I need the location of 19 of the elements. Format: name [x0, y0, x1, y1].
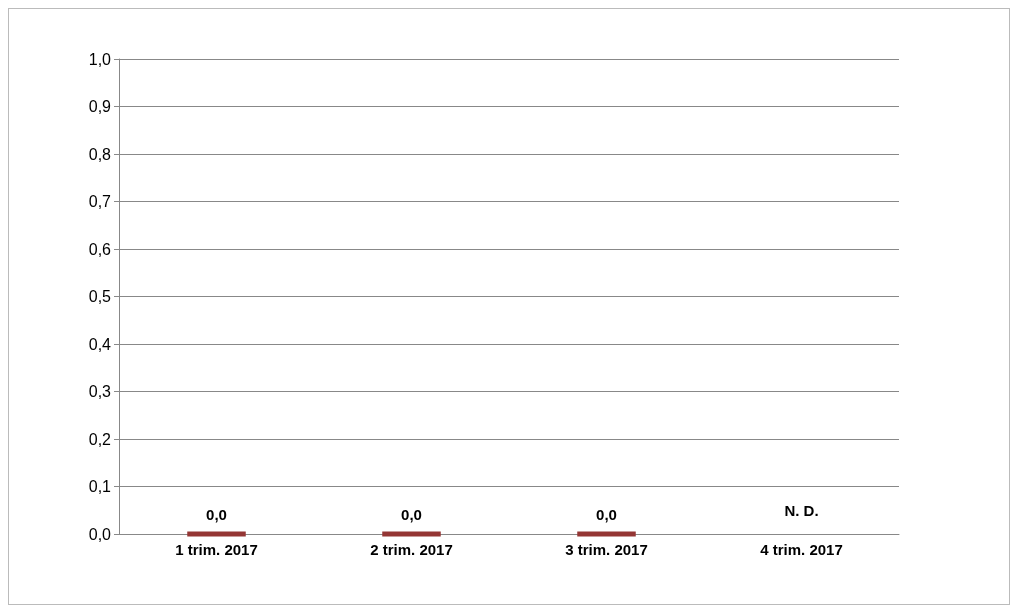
x-tick-label: 4 trim. 2017 — [760, 541, 843, 558]
data-label: 0,0 — [206, 505, 227, 523]
y-tick-label: 0,6 — [88, 240, 112, 258]
y-tick-label: 0,0 — [88, 525, 112, 543]
data-label: 0,0 — [596, 505, 617, 523]
y-tick-label: 0,7 — [88, 193, 112, 210]
y-tick-label: 0,1 — [88, 478, 112, 495]
text: N. D. — [784, 502, 819, 519]
data-label: 0,0 — [401, 505, 422, 523]
y-tick-label: 0,5 — [88, 288, 112, 305]
y-tick-label: 1,0 — [88, 50, 112, 68]
y-tick-label: 0,3 — [88, 383, 112, 400]
y-tick-label: 0,4 — [88, 335, 112, 353]
y-tick-label: 0,8 — [88, 145, 112, 163]
x-tick-label: 1 trim. 2017 — [175, 541, 258, 558]
y-tick-label: 0,9 — [88, 98, 112, 115]
x-tick-label: 3 trim. 2017 — [565, 541, 648, 558]
x-tick-label: 2 trim. 2017 — [370, 541, 453, 558]
y-tick-label: 0,2 — [88, 430, 112, 448]
